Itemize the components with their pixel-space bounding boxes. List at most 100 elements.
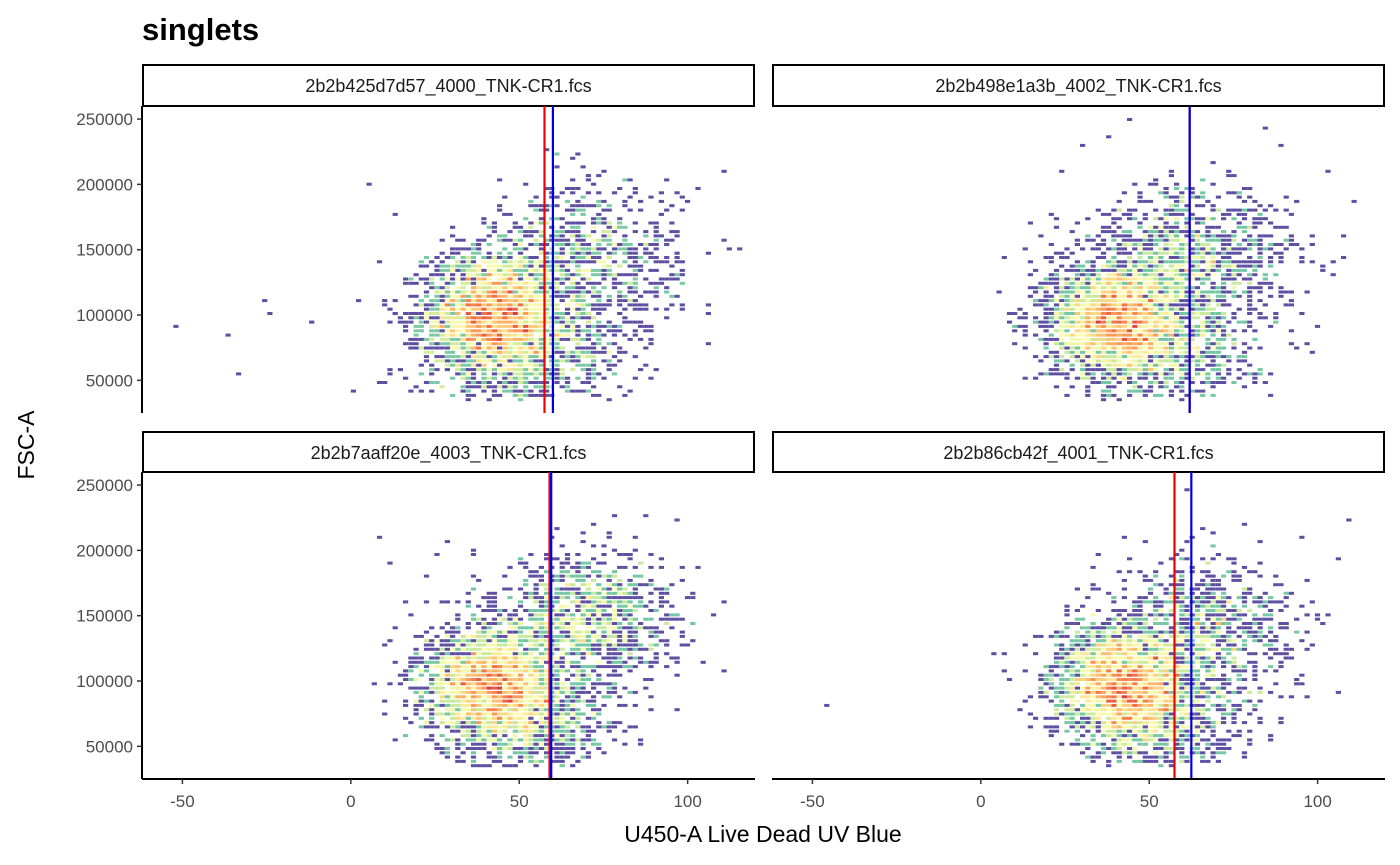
density-cell — [517, 639, 524, 643]
density-cell — [460, 385, 466, 389]
density-cell — [690, 596, 696, 600]
density-cell — [559, 268, 565, 272]
density-cell — [1179, 281, 1185, 285]
density-cell — [538, 350, 544, 354]
density-cell — [533, 243, 539, 246]
density-cell — [1059, 355, 1065, 359]
density-cell — [1163, 191, 1169, 195]
density-cell — [1215, 238, 1221, 242]
density-cell — [1215, 234, 1221, 238]
density-cell — [439, 690, 445, 694]
density-cell — [611, 363, 618, 367]
y-tick-label: 50000 — [86, 371, 133, 390]
density-cell — [470, 742, 477, 746]
density-cell — [1059, 303, 1065, 307]
density-cell — [648, 376, 654, 380]
density-cell — [1221, 238, 1227, 242]
density-cell — [570, 320, 576, 324]
density-cell — [1127, 277, 1133, 281]
density-cell — [549, 350, 555, 354]
density-cell — [601, 643, 607, 647]
density-cell — [523, 182, 529, 186]
density-cell — [564, 626, 571, 630]
density-cell — [512, 703, 518, 707]
density-cell — [1069, 716, 1075, 720]
density-cell — [1189, 307, 1195, 311]
density-cell — [429, 381, 435, 384]
density-cell — [1142, 212, 1148, 216]
density-cell — [470, 617, 477, 621]
density-cell — [470, 699, 477, 703]
density-cell — [538, 652, 544, 656]
density-cell — [502, 277, 508, 281]
density-cell — [470, 669, 477, 673]
density-cell — [1257, 221, 1263, 225]
density-cell — [564, 337, 571, 341]
density-cell — [1095, 643, 1101, 647]
density-cell — [617, 703, 623, 707]
density-cell — [1179, 199, 1185, 203]
density-cell — [1174, 212, 1180, 216]
density-cell — [564, 553, 571, 556]
density-cell — [1163, 669, 1169, 673]
density-cell — [1168, 286, 1174, 290]
density-cell — [439, 346, 445, 350]
density-cell — [664, 307, 670, 311]
density-cell — [1210, 725, 1216, 729]
density-cell — [653, 230, 659, 234]
density-cell — [1137, 703, 1143, 707]
density-cell — [648, 647, 654, 651]
density-cell — [648, 324, 654, 328]
density-cell — [481, 686, 487, 690]
density-cell — [470, 634, 477, 638]
density-cell — [507, 324, 513, 328]
density-cell — [1189, 389, 1195, 393]
density-cell — [1100, 643, 1107, 647]
density-cell — [1080, 294, 1086, 298]
density-cell — [1210, 307, 1216, 311]
density-cell — [1168, 230, 1174, 234]
density-cell — [737, 247, 743, 251]
density-cell — [507, 294, 513, 298]
density-cell — [564, 609, 571, 612]
density-cell — [497, 238, 503, 242]
density-cell — [460, 342, 466, 346]
density-cell — [1226, 260, 1232, 264]
density-cell — [1174, 221, 1180, 225]
density-cell — [575, 234, 581, 238]
density-cell — [1085, 393, 1091, 397]
density-cell — [455, 759, 461, 763]
density-cell — [559, 634, 565, 638]
density-cell — [1247, 243, 1253, 246]
density-cell — [1048, 355, 1054, 359]
density-cell — [1116, 260, 1122, 264]
density-cell — [1200, 368, 1206, 372]
density-cell — [638, 622, 644, 625]
density-cell — [502, 665, 508, 669]
density-cell — [1142, 355, 1148, 359]
density-cell — [611, 286, 618, 290]
density-cell — [585, 389, 591, 393]
density-cell — [601, 303, 607, 307]
density-cell — [1085, 337, 1091, 341]
density-cell — [585, 368, 591, 372]
density-cell — [1043, 312, 1049, 315]
density-cell — [1147, 385, 1154, 389]
density-cell — [1147, 368, 1154, 372]
density-cell — [544, 238, 550, 242]
density-cell — [1153, 751, 1159, 755]
density-cell — [1142, 238, 1148, 242]
density-cell — [1095, 381, 1101, 384]
y-tick-label: 200000 — [76, 175, 133, 194]
density-cell — [1132, 712, 1138, 716]
density-cell — [632, 260, 638, 264]
density-cell — [486, 243, 492, 246]
density-cell — [1142, 277, 1148, 281]
density-cell — [403, 324, 409, 328]
density-cell — [476, 678, 482, 681]
density-cell — [1231, 690, 1237, 694]
density-cell — [1127, 376, 1133, 380]
density-cell — [570, 281, 576, 285]
density-cell — [1059, 251, 1065, 255]
density-cell — [585, 333, 591, 337]
